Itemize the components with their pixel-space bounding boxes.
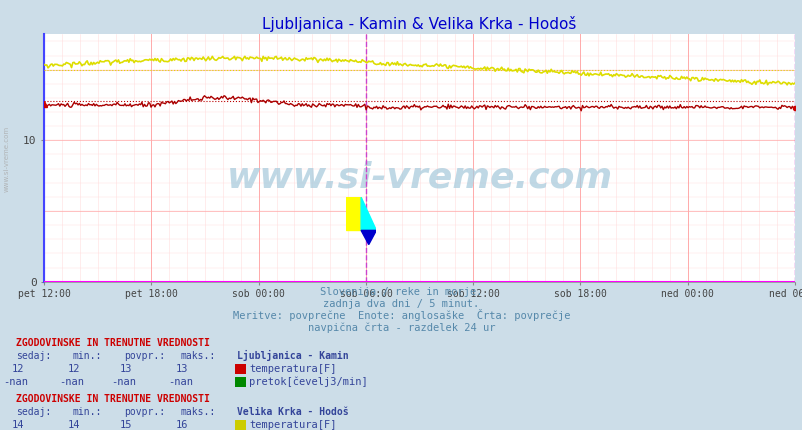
Text: -nan: -nan	[168, 377, 192, 387]
Bar	[346, 197, 361, 230]
Text: 13: 13	[176, 364, 188, 374]
Polygon shape	[361, 197, 376, 230]
Text: 13: 13	[119, 364, 132, 374]
Text: Ljubljanica - Kamin: Ljubljanica - Kamin	[237, 350, 348, 361]
Text: -nan: -nan	[59, 377, 84, 387]
Text: maks.:: maks.:	[180, 407, 216, 417]
Text: zadnja dva dni / 5 minut.: zadnja dva dni / 5 minut.	[323, 298, 479, 309]
Text: temperatura[F]: temperatura[F]	[249, 420, 336, 430]
Polygon shape	[361, 230, 376, 245]
Text: Meritve: povprečne  Enote: anglosaške  Črta: povprečje: Meritve: povprečne Enote: anglosaške Črt…	[233, 309, 569, 321]
Text: 12: 12	[11, 364, 24, 374]
Text: navpična črta - razdelek 24 ur: navpična črta - razdelek 24 ur	[307, 322, 495, 333]
Text: min.:: min.:	[72, 351, 102, 361]
Text: Velika Krka - Hodoš: Velika Krka - Hodoš	[237, 407, 348, 417]
Text: povpr.:: povpr.:	[124, 351, 165, 361]
Text: sedaj:: sedaj:	[16, 407, 51, 417]
Text: sedaj:: sedaj:	[16, 351, 51, 361]
Text: maks.:: maks.:	[180, 351, 216, 361]
Text: 12: 12	[67, 364, 80, 374]
Text: pretok[čevelj3/min]: pretok[čevelj3/min]	[249, 376, 367, 387]
Text: 16: 16	[176, 420, 188, 430]
Text: ZGODOVINSKE IN TRENUTNE VREDNOSTI: ZGODOVINSKE IN TRENUTNE VREDNOSTI	[16, 338, 209, 348]
Text: 14: 14	[67, 420, 80, 430]
Text: www.si-vreme.com: www.si-vreme.com	[3, 126, 10, 192]
Text: 14: 14	[11, 420, 24, 430]
Text: -nan: -nan	[3, 377, 28, 387]
Text: www.si-vreme.com: www.si-vreme.com	[226, 161, 612, 195]
Text: 15: 15	[119, 420, 132, 430]
Text: -nan: -nan	[111, 377, 136, 387]
Text: povpr.:: povpr.:	[124, 407, 165, 417]
Text: ZGODOVINSKE IN TRENUTNE VREDNOSTI: ZGODOVINSKE IN TRENUTNE VREDNOSTI	[16, 394, 209, 404]
Text: min.:: min.:	[72, 407, 102, 417]
Text: temperatura[F]: temperatura[F]	[249, 364, 336, 374]
Title: Ljubljanica - Kamin & Velika Krka - Hodoš: Ljubljanica - Kamin & Velika Krka - Hodo…	[262, 16, 576, 32]
Text: Slovenija / reke in morje.: Slovenija / reke in morje.	[320, 286, 482, 297]
